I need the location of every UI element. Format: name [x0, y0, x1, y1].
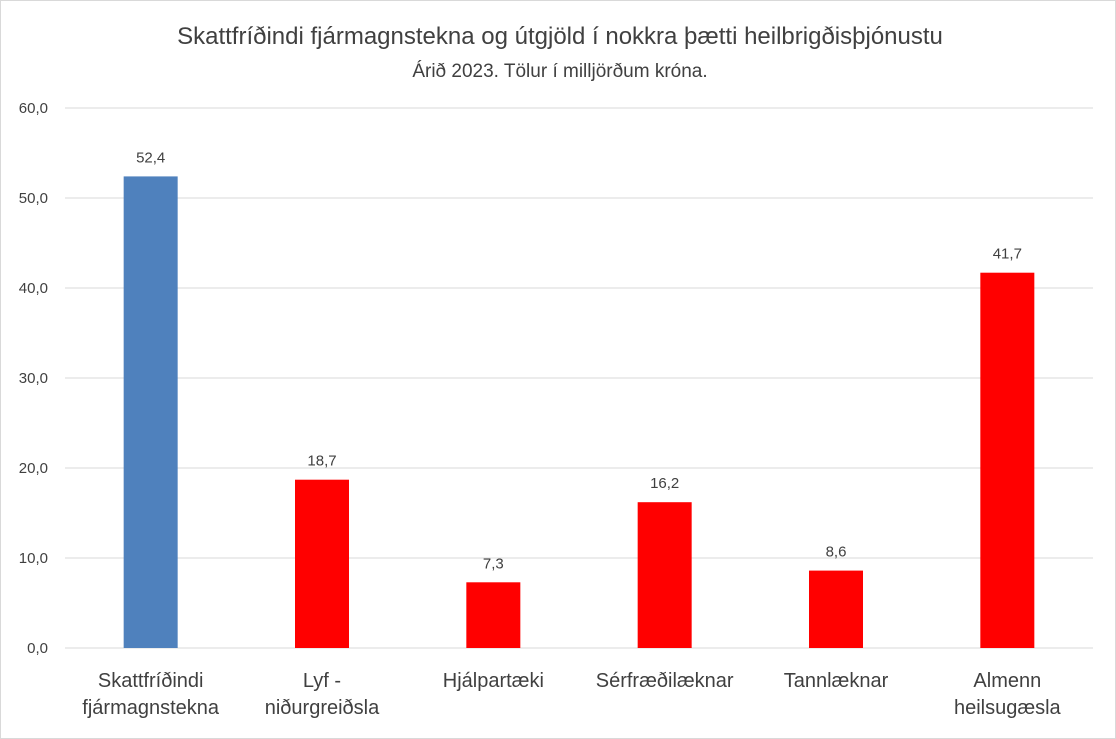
data-label: 41,7 — [993, 246, 1022, 263]
bar — [295, 479, 349, 648]
data-label: 52,4 — [136, 149, 165, 166]
y-tick-label: 20,0 — [19, 460, 48, 477]
data-label: 18,7 — [307, 453, 336, 470]
category-label: Almenn heilsugæsla — [954, 670, 1062, 719]
y-tick-label: 10,0 — [19, 550, 48, 567]
gridlines — [65, 107, 1093, 649]
category-label: Sérfræðilæknar — [596, 670, 734, 692]
bar — [980, 272, 1035, 648]
chart-title: Skattfríðindi fjármagnstekna og útgjöld … — [177, 23, 943, 50]
y-tick-label: 30,0 — [19, 370, 48, 387]
data-label: 7,3 — [483, 555, 504, 572]
category-label: Tannlæknar — [784, 670, 889, 692]
y-axis-ticks: 0,0 10,0 20,0 30,0 40,0 50,0 60,0 — [19, 100, 48, 657]
y-tick-label: 40,0 — [19, 280, 48, 297]
bar — [637, 502, 692, 648]
category-label: Lyf -niðurgreiðsla — [265, 670, 380, 719]
chart-subtitle: Árið 2023. Tölur í milljörðum króna. — [412, 61, 707, 82]
data-label: 16,2 — [650, 475, 679, 492]
bar — [809, 570, 863, 648]
category-label: Hjálpartæki — [443, 670, 544, 692]
y-tick-label: 0,0 — [27, 640, 48, 657]
bar — [466, 582, 521, 648]
y-tick-label: 50,0 — [19, 190, 48, 207]
data-label: 8,6 — [826, 544, 847, 561]
category-label: Skattfríðindi fjármagnstekna — [82, 670, 220, 719]
bar — [123, 176, 178, 648]
bars — [123, 176, 1035, 648]
data-labels: 52,4 18,7 7,3 16,2 8,6 41,7 — [136, 149, 1022, 572]
y-tick-label: 60,0 — [19, 100, 48, 117]
category-labels: Skattfríðindi fjármagnstekna Lyf -niðurgre… — [82, 670, 1061, 719]
